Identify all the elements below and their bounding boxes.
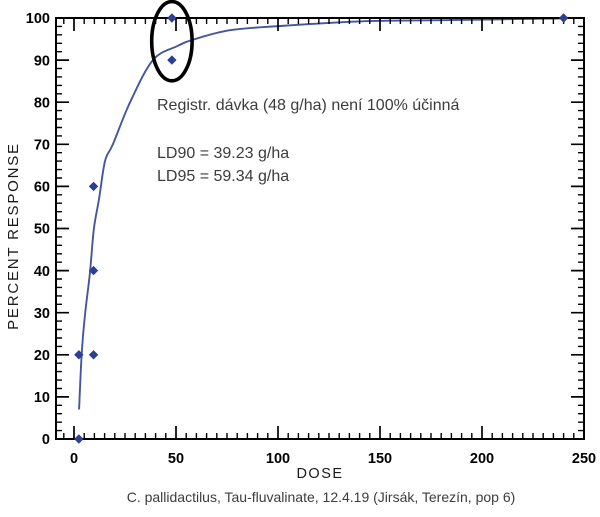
data-point-diamond	[558, 13, 569, 23]
figure-caption: C. pallidactilus, Tau-fluvalinate, 12.4.…	[126, 489, 516, 505]
major-tick-marks	[56, 17, 585, 440]
minor-tick-marks	[56, 18, 584, 439]
plot-frame	[55, 17, 585, 440]
annotation-ld95: LD95 = 59.34 g/ha	[157, 168, 290, 185]
y-tick-label: 0	[42, 432, 50, 448]
x-tick-label: 0	[70, 451, 78, 467]
y-tick-label: 90	[34, 53, 50, 69]
x-tick-label: 200	[470, 451, 494, 467]
y-tick-label: 70	[34, 138, 50, 154]
data-point-diamond	[167, 55, 177, 65]
data-point-diamond	[88, 265, 99, 276]
x-tick-label: 50	[168, 451, 184, 467]
y-tick-label: 10	[34, 390, 50, 406]
y-tick-label: 20	[34, 348, 50, 364]
y-tick-label: 40	[34, 264, 50, 280]
y-tick-label: 30	[34, 306, 50, 322]
y-tick-label: 100	[26, 11, 50, 27]
data-point-diamond	[88, 350, 99, 360]
data-point-diamond	[88, 181, 99, 192]
y-tick-label: 60	[34, 180, 50, 196]
data-point-diamond	[74, 350, 84, 360]
annotation-ld90: LD90 = 39.23 g/ha	[157, 145, 290, 162]
x-tick-label: 150	[368, 451, 392, 467]
x-tick-label: 250	[572, 451, 596, 467]
data-point-diamond	[74, 434, 84, 444]
y-axis-title: PERCENT RESPONSE	[5, 142, 22, 330]
ellipse-annotation	[149, 0, 194, 83]
y-tick-label: 50	[34, 222, 50, 238]
y-tick-label: 80	[34, 95, 50, 111]
x-tick-label: 100	[266, 451, 290, 467]
fitted-curve	[78, 17, 564, 410]
data-point-diamond	[167, 13, 177, 23]
x-axis-title: DOSE	[296, 466, 344, 482]
annotation-registered-dose: Registr. dávka (48 g/ha) není 100% účinn…	[157, 97, 460, 114]
